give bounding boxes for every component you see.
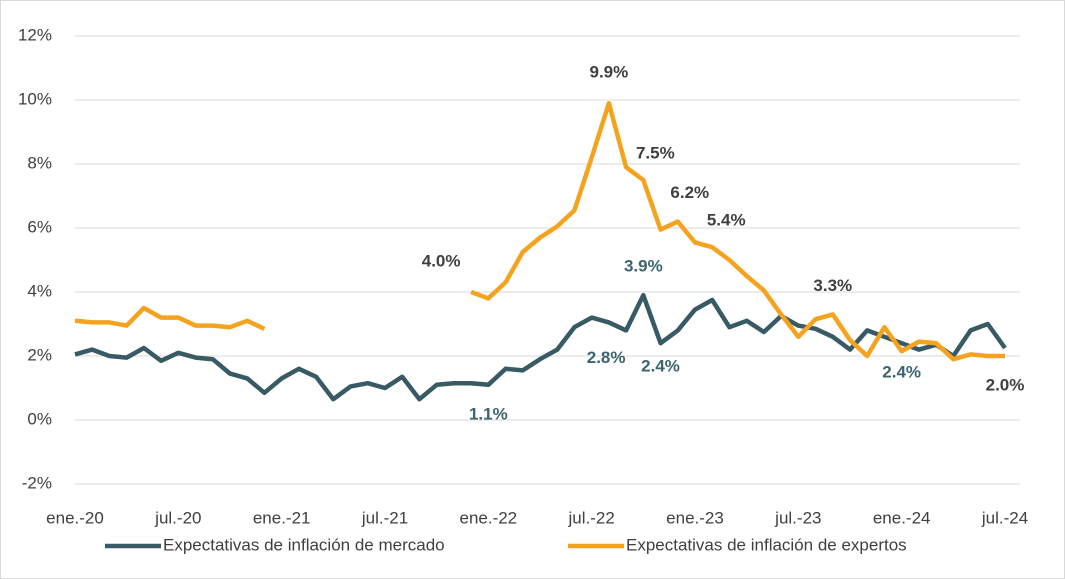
y-tick-label: 10%: [18, 89, 52, 108]
legend-label: Expectativas de inflación de mercado: [163, 535, 445, 554]
x-tick-label: jul.-23: [774, 508, 821, 527]
x-tick-label: jul.-22: [568, 508, 615, 527]
x-tick-label: ene.-21: [253, 508, 311, 527]
x-tick-label: ene.-22: [459, 508, 517, 527]
series-line: [74, 292, 1007, 402]
y-tick-label: 0%: [27, 409, 52, 428]
value-label: 3.3%: [813, 276, 852, 295]
y-tick-label: 2%: [27, 345, 52, 364]
value-label: 6.2%: [670, 183, 709, 202]
x-tick-label: ene.-20: [46, 508, 104, 527]
x-tick-label: ene.-23: [666, 508, 724, 527]
x-tick-label: ene.-24: [873, 508, 931, 527]
y-tick-label: 4%: [27, 281, 52, 300]
y-tick-label: -2%: [22, 473, 52, 492]
value-label: 2.4%: [641, 357, 680, 376]
value-label: 3.9%: [624, 257, 663, 276]
y-tick-label: 6%: [27, 217, 52, 236]
x-tick-label: jul.-24: [981, 508, 1028, 527]
value-label: 2.0%: [986, 375, 1025, 394]
value-label: 2.8%: [587, 348, 626, 367]
value-label: 7.5%: [636, 143, 675, 162]
value-label: 5.4%: [707, 211, 746, 230]
value-label: 1.1%: [469, 404, 508, 423]
series-line: [74, 100, 1005, 362]
value-label: 2.4%: [882, 363, 921, 382]
y-tick-label: 12%: [18, 25, 52, 44]
value-label: 4.0%: [422, 251, 461, 270]
x-tick-label: jul.-20: [154, 508, 201, 527]
value-label: 9.9%: [590, 63, 629, 82]
x-tick-label: jul.-21: [361, 508, 408, 527]
y-tick-label: 8%: [27, 153, 52, 172]
legend-label: Expectativas de inflación de expertos: [626, 535, 907, 554]
